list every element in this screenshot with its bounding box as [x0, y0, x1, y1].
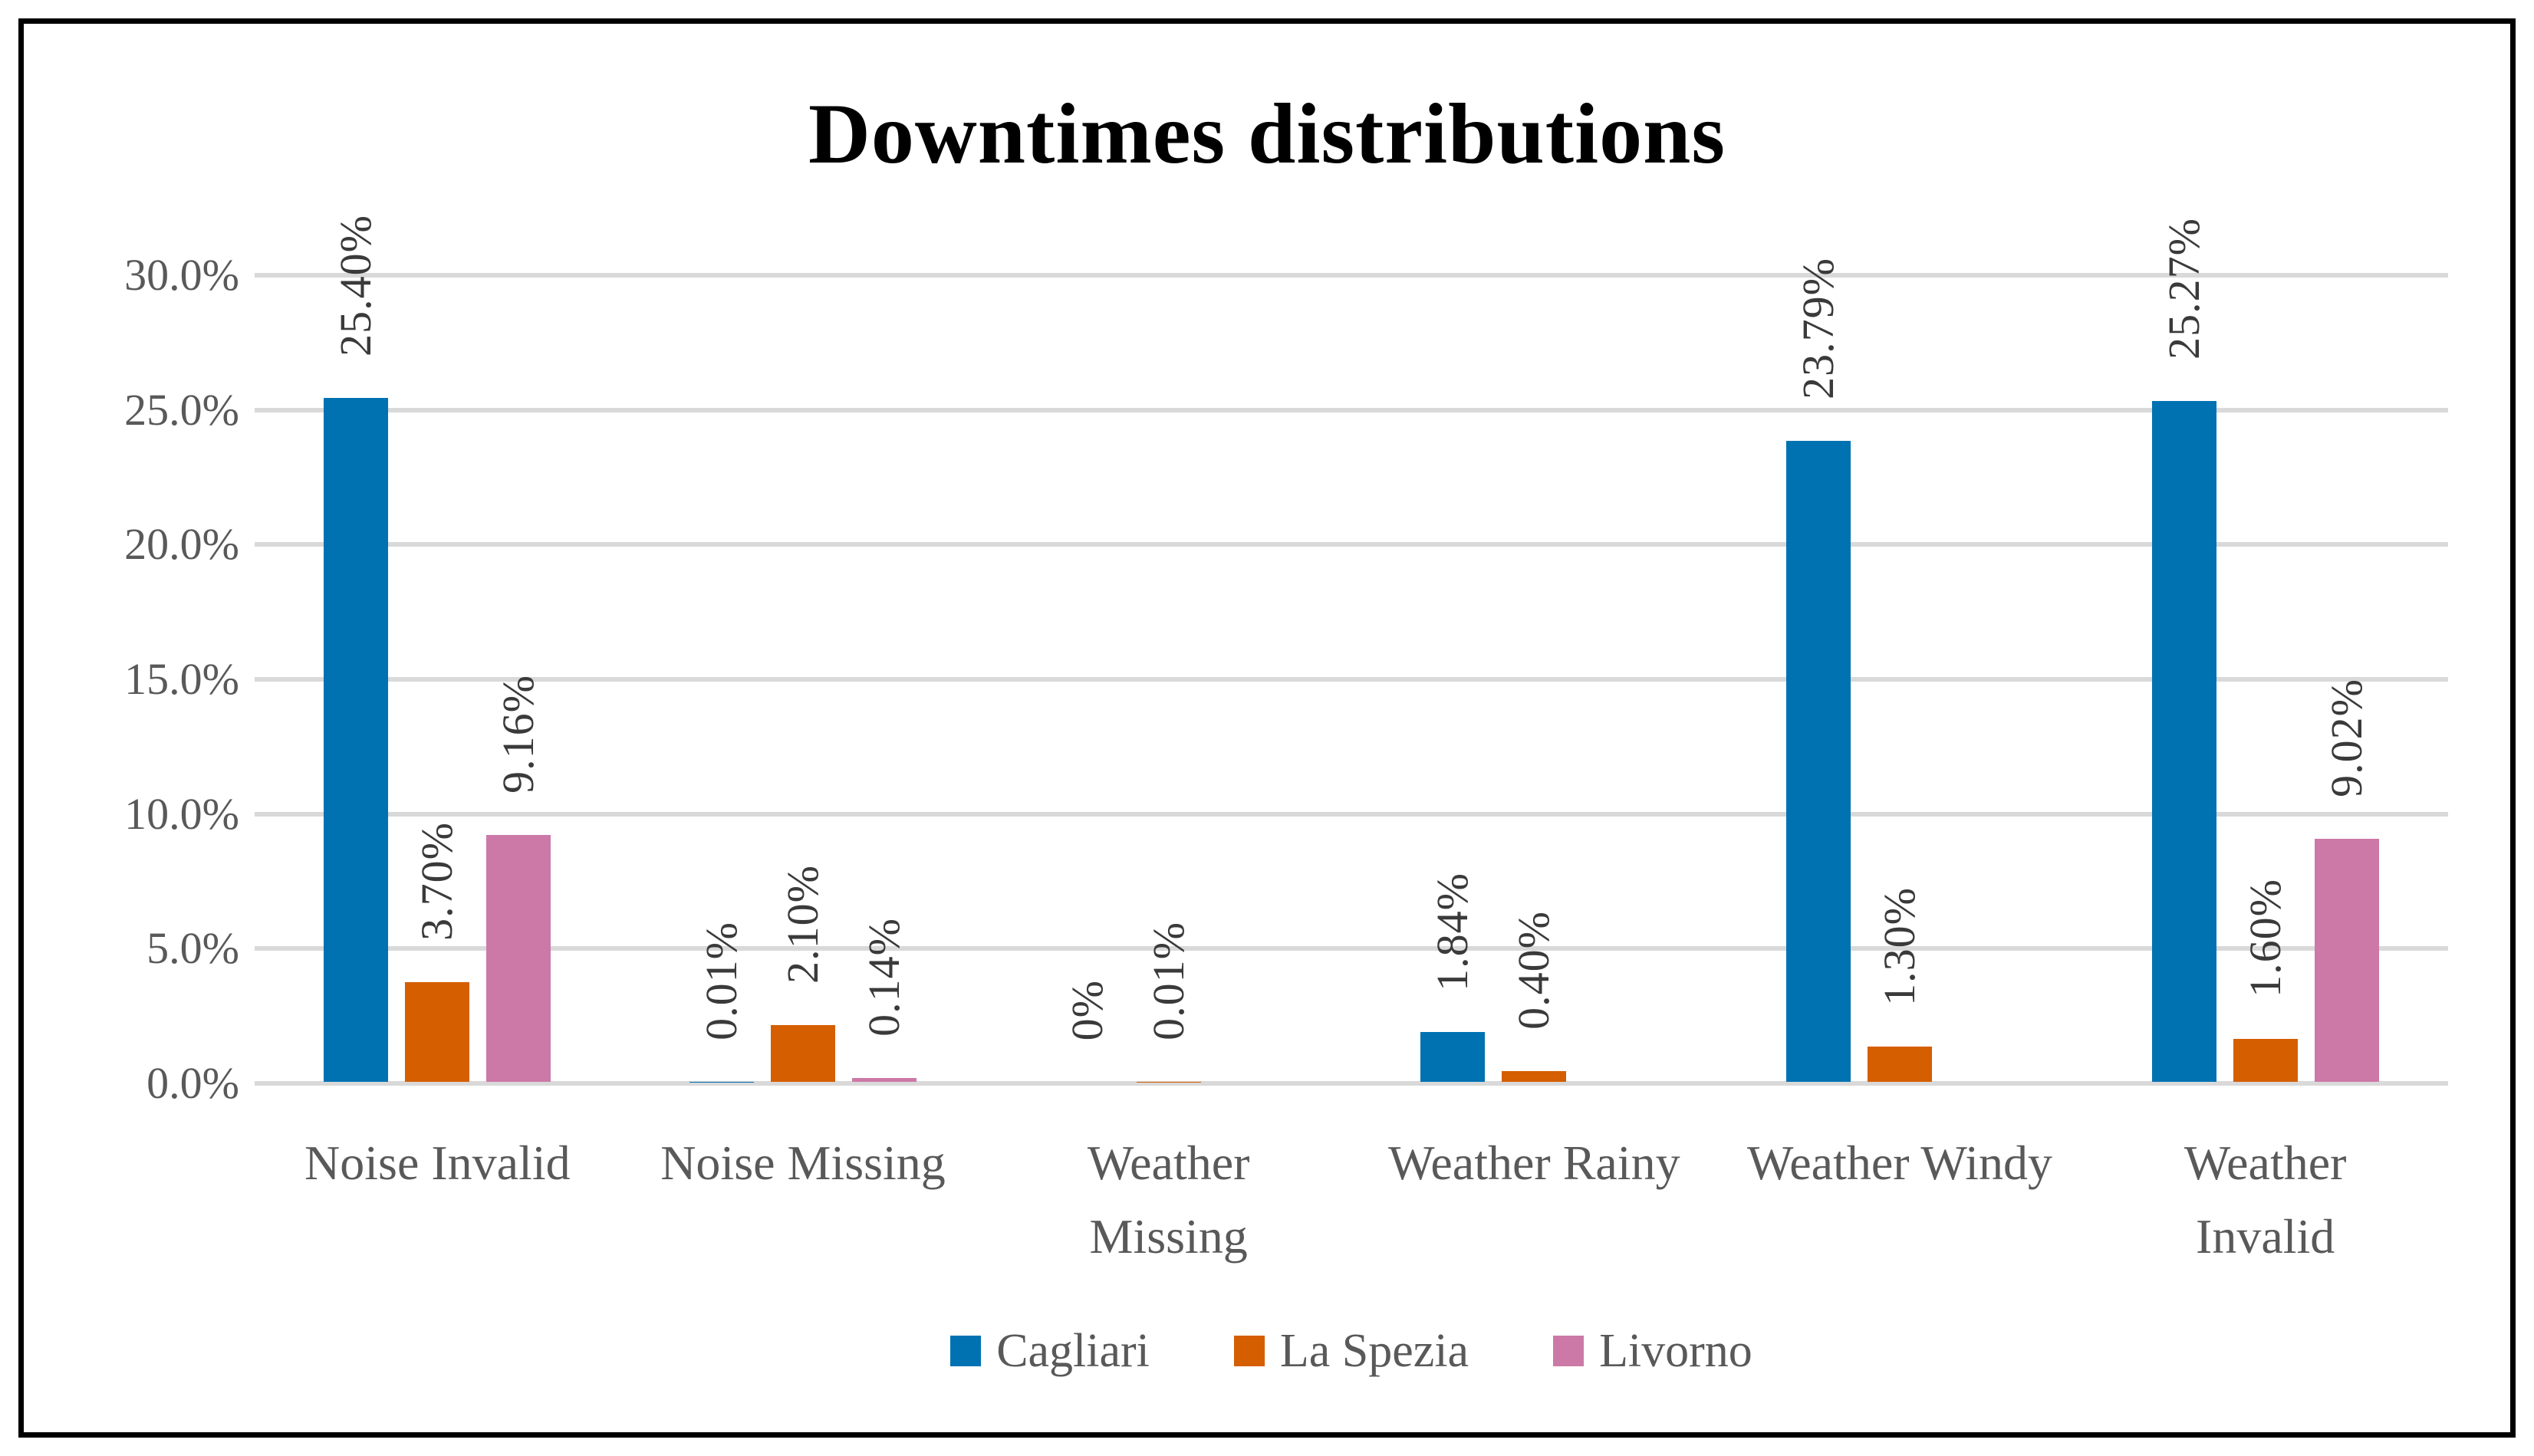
legend: Cagliari La Spezia Livorno: [255, 1320, 2448, 1382]
x-axis-category-label-weather-windy: Weather Windy: [1746, 1136, 2053, 1190]
legend-marker-cagliari: [950, 1336, 982, 1366]
x-axis-category-label-weather-missing: Weather Missing: [1087, 1136, 1250, 1264]
bar-cagliari-weather-rainy: [1420, 1032, 1486, 1082]
legend-label-cagliari: Cagliari: [996, 1325, 1150, 1377]
value-label-cagliari-weather-windy: 23.79%: [1793, 258, 1843, 400]
gridline: [255, 677, 2448, 682]
value-label-la-spezia-weather-missing: 0.01%: [1143, 921, 1193, 1040]
x-axis-category-label-noise-missing: Noise Missing: [660, 1136, 946, 1190]
legend-label-la-spezia: La Spezia: [1279, 1325, 1469, 1377]
bar-la-spezia-weather-invalid: [2233, 1038, 2298, 1082]
gridline: [255, 407, 2448, 412]
chart-frame-border: Downtimes distributions Cagliari La Spezi…: [18, 18, 2516, 1438]
bar-la-spezia-weather-windy: [1868, 1047, 1932, 1082]
y-axis-tick-label: 0.0%: [146, 1058, 239, 1108]
x-axis-category-label-weather-invalid: Weather Invalid: [2184, 1136, 2347, 1264]
value-label-la-spezia-noise-missing: 2.10%: [778, 865, 828, 984]
y-axis-tick-label: 10.0%: [124, 788, 239, 839]
bar-livorno-weather-invalid: [2314, 839, 2379, 1082]
value-label-livorno-noise-missing: 0.14%: [859, 918, 909, 1037]
bar-la-spezia-noise-invalid: [405, 982, 470, 1082]
value-label-la-spezia-weather-rainy: 0.40%: [1509, 911, 1559, 1030]
bar-cagliari-weather-invalid: [2151, 401, 2216, 1082]
y-axis-tick-label: 30.0%: [124, 250, 239, 300]
value-label-la-spezia-weather-windy: 1.30%: [1874, 886, 1924, 1006]
y-axis-tick-label: 15.0%: [124, 654, 239, 704]
value-label-cagliari-weather-missing: 0%: [1061, 979, 1112, 1040]
bar-cagliari-weather-windy: [1786, 441, 1851, 1082]
bar-la-spezia-noise-missing: [771, 1025, 835, 1082]
bar-cagliari-noise-invalid: [324, 397, 389, 1082]
legend-label-livorno: Livorno: [1599, 1325, 1752, 1377]
legend-marker-la-spezia: [1233, 1336, 1265, 1366]
y-axis-tick-label: 5.0%: [146, 923, 239, 974]
legend-item-livorno: Livorno: [1553, 1320, 1752, 1382]
x-axis-category-label-noise-invalid: Noise Invalid: [304, 1136, 571, 1190]
gridline: [255, 1081, 2448, 1086]
value-label-livorno-weather-invalid: 9.02%: [2321, 679, 2371, 798]
bar-livorno-noise-invalid: [486, 835, 551, 1082]
gridline: [255, 273, 2448, 278]
legend-marker-livorno: [1553, 1336, 1585, 1366]
value-label-la-spezia-weather-invalid: 1.60%: [2239, 878, 2290, 998]
value-label-cagliari-weather-invalid: 25.27%: [2158, 218, 2209, 360]
y-axis-tick-label: 25.0%: [124, 384, 239, 435]
gridline: [255, 946, 2448, 951]
chart-title: Downtimes distributions: [808, 87, 1726, 182]
value-label-la-spezia-noise-invalid: 3.70%: [412, 822, 462, 942]
gridline: [255, 811, 2448, 817]
x-axis-category-label-weather-rainy: Weather Rainy: [1388, 1136, 1680, 1190]
value-label-livorno-noise-invalid: 9.16%: [493, 675, 544, 794]
gridline: [255, 542, 2448, 547]
value-label-cagliari-noise-invalid: 25.40%: [331, 214, 381, 357]
legend-item-cagliari: Cagliari: [950, 1320, 1150, 1382]
value-label-cagliari-weather-rainy: 1.84%: [1427, 872, 1478, 991]
value-label-cagliari-noise-missing: 0.01%: [696, 921, 746, 1040]
bar-la-spezia-weather-rainy: [1502, 1070, 1567, 1082]
legend-item-la-spezia: La Spezia: [1233, 1320, 1469, 1382]
y-axis-tick-label: 20.0%: [124, 519, 239, 570]
bar-livorno-noise-missing: [852, 1078, 917, 1082]
